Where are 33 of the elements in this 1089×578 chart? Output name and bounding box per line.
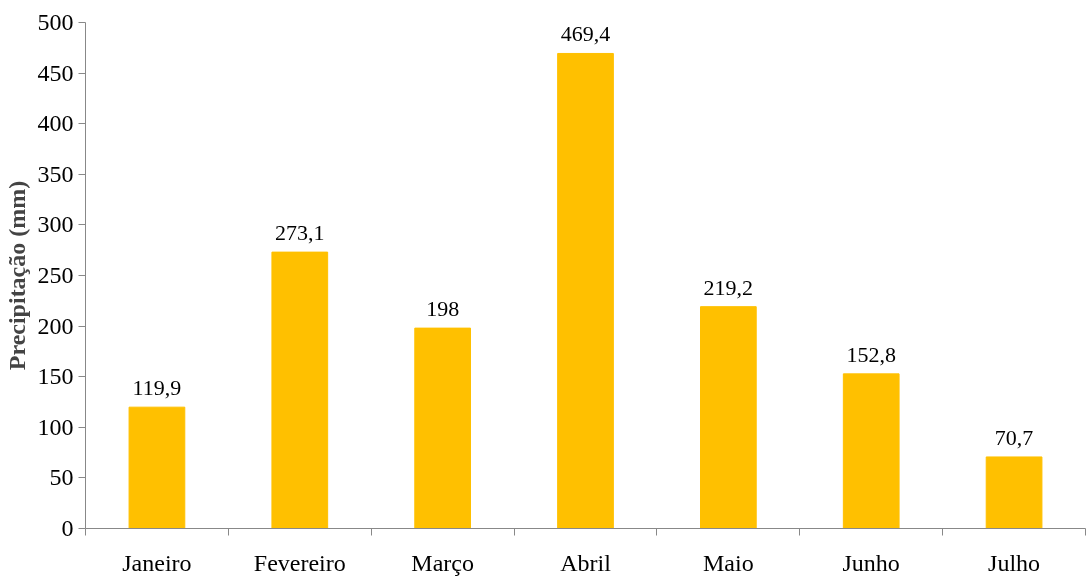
data-label: 119,9: [132, 375, 182, 401]
y-tick-label: 200: [37, 312, 74, 339]
x-tick-label: Junho: [842, 549, 900, 576]
data-label: 70,7: [994, 424, 1034, 450]
bar: [414, 327, 471, 529]
y-tick-label: 100: [37, 413, 74, 440]
y-tick-label: 50: [49, 464, 74, 491]
bar: [700, 306, 757, 529]
x-tick-label: Julho: [988, 549, 1041, 576]
data-label: 273,1: [275, 220, 325, 246]
y-tick-label: 250: [37, 262, 74, 288]
y-tick-label: 500: [37, 9, 74, 35]
x-tick-label: Abril: [560, 549, 612, 576]
bar: [271, 251, 329, 529]
data-label: 469,4: [560, 21, 611, 47]
y-axis-title: Precipitação (mm): [3, 180, 30, 371]
data-label: 152,8: [846, 341, 896, 367]
y-tick-label: 0: [61, 515, 74, 541]
bar: [842, 373, 900, 529]
bar: [557, 52, 614, 529]
x-tick-label: Março: [411, 549, 474, 576]
data-label: 219,2: [703, 274, 754, 300]
data-label: 198: [426, 296, 460, 322]
y-tick-label: 400: [37, 110, 74, 137]
y-tick-label: 450: [37, 59, 74, 86]
x-tick-label: Maio: [703, 549, 754, 576]
x-tick-label: Janeiro: [122, 549, 192, 576]
bar: [128, 406, 186, 529]
y-tick-label: 150: [37, 363, 74, 390]
y-tick-label: 350: [37, 160, 74, 187]
y-tick-label: 300: [37, 211, 74, 238]
x-tick-label: Fevereiro: [253, 549, 346, 576]
bar: [985, 456, 1043, 529]
